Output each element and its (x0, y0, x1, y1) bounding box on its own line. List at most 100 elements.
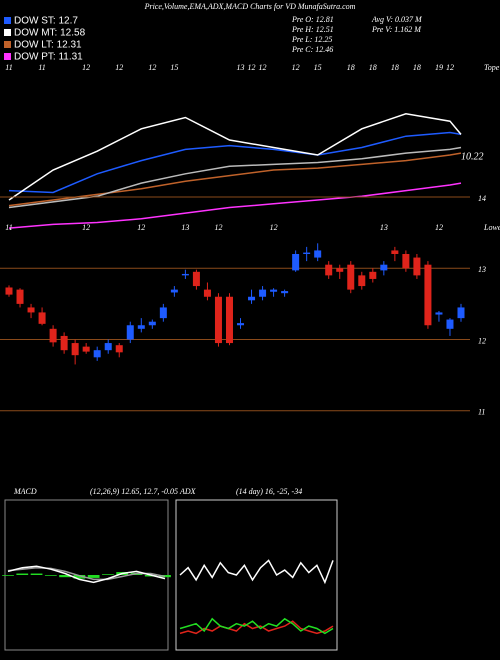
candle-body (115, 345, 123, 353)
y-tick-label: 14 (478, 194, 486, 203)
bottom-tag: Lowe (483, 223, 500, 232)
candle-body (225, 296, 233, 344)
candle-body (292, 254, 300, 271)
legend: DOW ST: 12.7 DOW MT: 12.58 DOW LT: 12.31… (4, 16, 86, 63)
legend-label: DOW PT: 11.31 (14, 52, 83, 63)
candle-body (5, 287, 13, 295)
y-tick-label: 11 (478, 408, 485, 417)
date-label: 12 (82, 63, 90, 72)
candle-body (391, 250, 399, 254)
date-label: 12 (270, 223, 278, 232)
macd-title: MACD (13, 487, 37, 496)
line (8, 152, 462, 207)
candle-body (38, 312, 46, 324)
stat: Avg V: 0.037 M (371, 15, 423, 24)
candle-body (237, 323, 245, 326)
histogram-bar (59, 575, 71, 578)
date-label: 12 (137, 223, 145, 232)
date-label: 13 (237, 63, 245, 72)
y-tick-label: 13 (478, 265, 486, 274)
date-label: 12 (82, 223, 90, 232)
date-label: 12 (259, 63, 267, 72)
candle-body (137, 325, 145, 329)
macd-subtitle: (12,26,9) 12.65, 12.7, -0.05 (90, 487, 178, 496)
candle-body (192, 271, 200, 287)
candle-body (270, 289, 278, 292)
legend-swatch (4, 29, 11, 36)
candle-body (104, 343, 112, 351)
candle-body (380, 264, 388, 271)
candle-body (347, 264, 355, 290)
line (8, 146, 462, 209)
line (8, 131, 462, 194)
histogram-bar (87, 575, 100, 578)
date-label: 11 (5, 63, 12, 72)
histogram-bar (2, 575, 14, 576)
candle-body (16, 289, 24, 304)
histogram-bar (102, 574, 114, 575)
candle-body (259, 289, 267, 297)
candle-body (402, 254, 410, 269)
histogram-bar (16, 573, 29, 575)
date-label: 18 (369, 63, 377, 72)
stat: Pre C: 12.46 (291, 45, 333, 54)
line (8, 182, 462, 229)
date-label: 12 (446, 63, 454, 72)
line (8, 113, 462, 201)
date-label: 12 (435, 223, 443, 232)
candle-body (281, 291, 289, 294)
line (179, 559, 334, 585)
date-label: 12 (148, 63, 156, 72)
candle-body (424, 264, 432, 326)
adx-subtitle: (14 day) 16, -25, -34 (236, 487, 302, 496)
stat: Pre L: 12.25 (291, 35, 332, 44)
histogram-bar (30, 573, 43, 575)
macd-panel (4, 499, 169, 651)
candle-body (49, 328, 57, 343)
candle-body (159, 307, 167, 319)
candle-body (27, 307, 35, 313)
candle-body (413, 257, 421, 276)
date-label: 11 (38, 63, 45, 72)
stat: Pre O: 12.81 (291, 15, 334, 24)
legend-label: DOW ST: 12.7 (14, 16, 78, 27)
legend-swatch (4, 17, 11, 24)
legend-label: DOW MT: 12.58 (14, 28, 86, 39)
line (179, 617, 334, 635)
line (7, 566, 166, 581)
histogram-bar (44, 575, 57, 576)
date-label: 12 (115, 63, 123, 72)
y-tick-label: 12 (478, 336, 486, 345)
date-label: 15 (170, 63, 178, 72)
date-label: 15 (314, 63, 322, 72)
top-tag: Tope (484, 63, 500, 72)
adx-title: ADX (179, 487, 197, 496)
candle-body (126, 325, 134, 340)
stat: Pre H: 12.51 (291, 25, 334, 34)
candle-body (82, 346, 90, 352)
candle-body (358, 275, 366, 287)
candle-body (325, 264, 333, 276)
candle-body (303, 252, 311, 254)
date-label: 12 (248, 63, 256, 72)
date-label: 13 (181, 223, 189, 232)
date-label: 11 (5, 223, 12, 232)
candle-body (203, 289, 211, 297)
candle-body (336, 268, 344, 272)
candle-body (457, 307, 465, 319)
date-label: 12 (214, 223, 222, 232)
candle-body (93, 350, 101, 358)
candle-body (314, 250, 322, 258)
candle-body (435, 312, 443, 315)
date-label: 18 (391, 63, 399, 72)
histogram-bar (73, 575, 86, 579)
candle-body (446, 319, 454, 329)
candle-body (214, 296, 222, 344)
candle-body (148, 321, 156, 326)
candle-body (369, 271, 377, 279)
ema-annotation: 10.22 (461, 151, 484, 162)
stat: Pre V: 1.162 M (371, 25, 422, 34)
date-label: 12 (292, 63, 300, 72)
candle-body (170, 289, 178, 293)
